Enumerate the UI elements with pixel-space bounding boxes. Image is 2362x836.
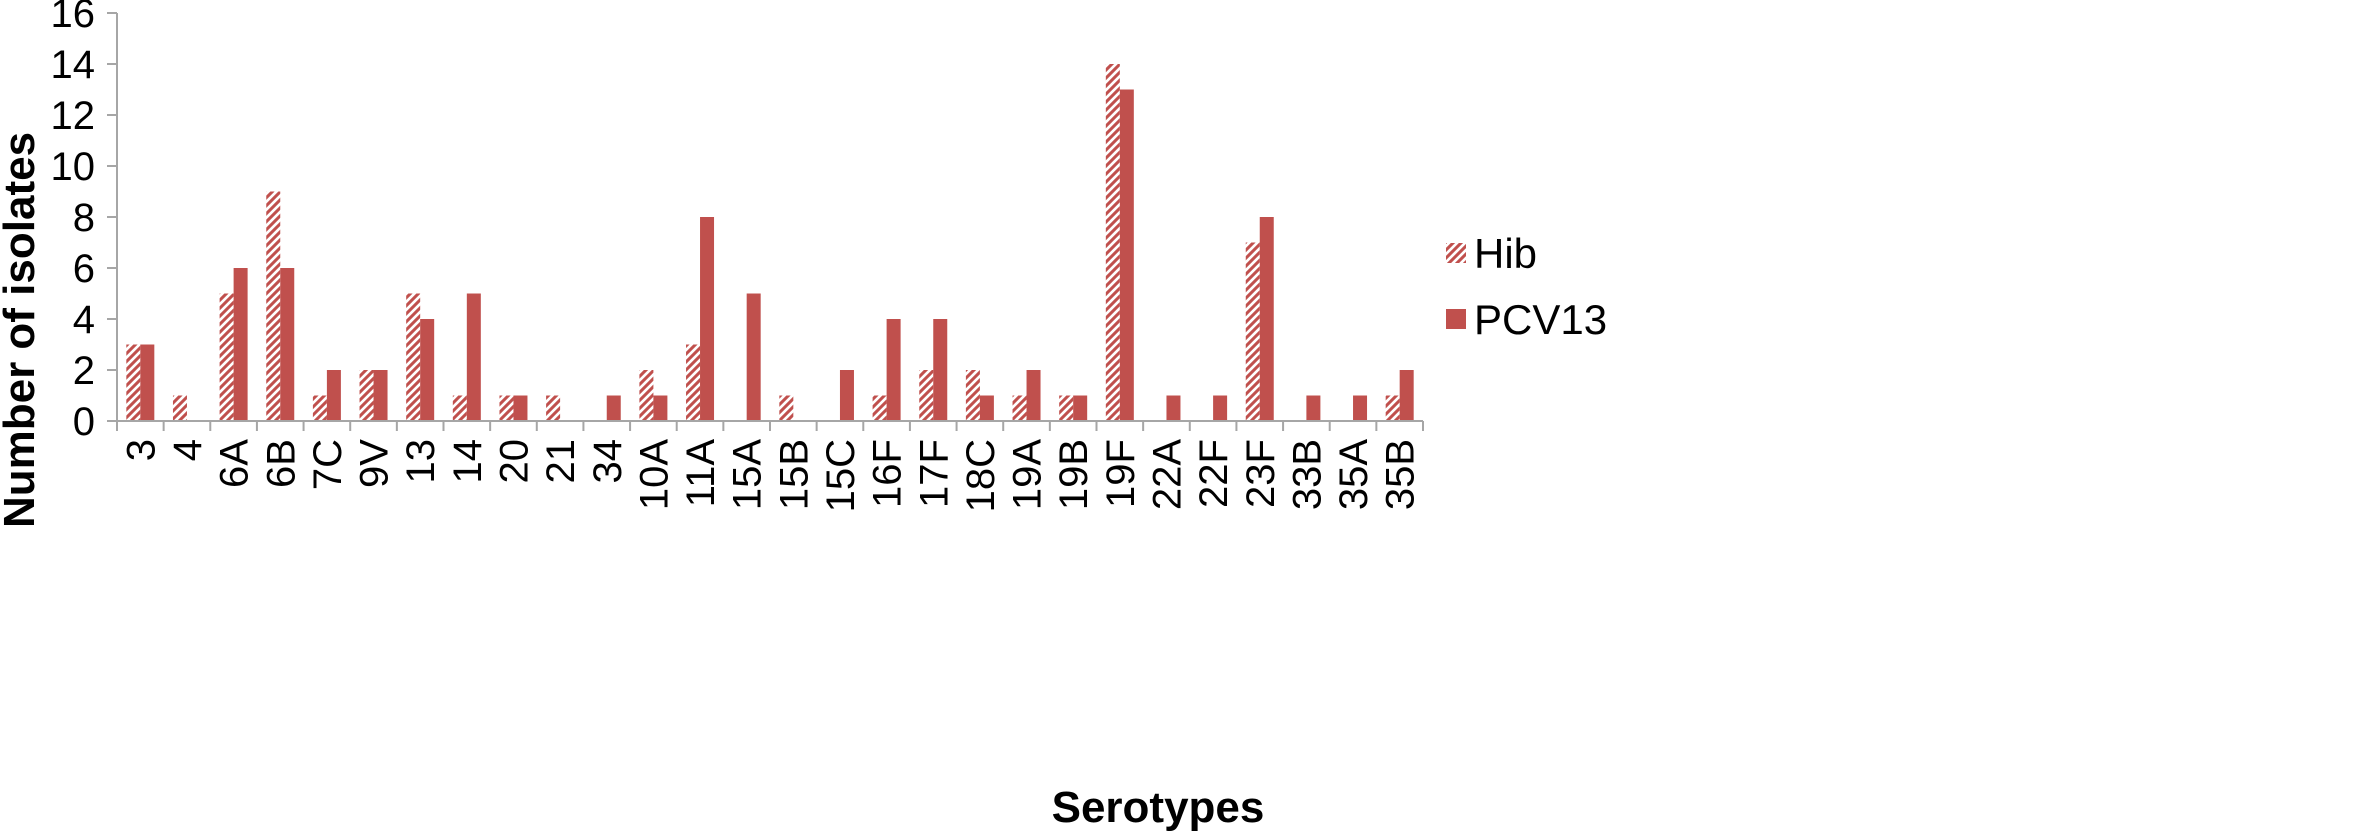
bar-hib-19b bbox=[1059, 395, 1074, 421]
x-tick-label: 4 bbox=[166, 439, 210, 461]
bar-hib-13 bbox=[406, 293, 421, 421]
x-tick-label: 17F bbox=[912, 439, 956, 508]
x-tick-label: 9V bbox=[353, 439, 397, 488]
legend-label-pcv13: PCV13 bbox=[1474, 296, 1607, 343]
bar-hib-19f bbox=[1105, 64, 1120, 421]
x-tick-label: 7C bbox=[306, 439, 350, 490]
bar-hib-21 bbox=[546, 395, 561, 421]
y-tick-label: 8 bbox=[73, 196, 95, 240]
bar-hib-16f bbox=[872, 395, 887, 421]
x-tick-label: 19F bbox=[1099, 439, 1143, 508]
x-tick-label: 15B bbox=[772, 439, 816, 510]
bar-pcv13-18c bbox=[979, 395, 994, 421]
x-tick-label: 19A bbox=[1006, 439, 1050, 510]
bar-pcv13-19f bbox=[1119, 89, 1134, 421]
bar-hib-15b bbox=[779, 395, 794, 421]
bar-pcv13-22a bbox=[1166, 395, 1181, 421]
x-tick-label: 33B bbox=[1285, 439, 1329, 510]
y-axis-title: Number of isolates bbox=[0, 132, 44, 528]
bar-hib-17f bbox=[919, 370, 934, 421]
bar-hib-14 bbox=[452, 395, 467, 421]
bar-pcv13-34 bbox=[606, 395, 621, 421]
bar-pcv13-14 bbox=[466, 293, 481, 421]
x-tick-label: 11A bbox=[679, 439, 723, 508]
x-tick-label: 23F bbox=[1239, 439, 1283, 508]
bar-hib-7c bbox=[312, 395, 327, 421]
bar-hib-6b bbox=[266, 191, 281, 421]
x-tick-label: 15A bbox=[726, 439, 770, 510]
bar-pcv13-3 bbox=[140, 344, 155, 421]
x-tick-label: 16F bbox=[866, 439, 910, 508]
bar-hib-9v bbox=[359, 370, 374, 421]
x-tick-label: 35B bbox=[1379, 439, 1423, 510]
bar-pcv13-16f bbox=[886, 319, 901, 421]
x-axis-title: Serotypes bbox=[1052, 783, 1265, 832]
bar-hib-35b bbox=[1385, 395, 1400, 421]
legend: Hib PCV13 bbox=[1446, 230, 1607, 343]
bar-hib-3 bbox=[126, 344, 141, 421]
x-tick-label: 22A bbox=[1145, 439, 1189, 510]
y-tick-label: 6 bbox=[73, 247, 95, 291]
x-tick-label: 19B bbox=[1052, 439, 1096, 510]
y-tick-label: 14 bbox=[51, 43, 96, 87]
bar-pcv13-6b bbox=[280, 268, 295, 421]
bar-pcv13-20 bbox=[513, 395, 528, 421]
y-tick-label: 12 bbox=[51, 94, 96, 138]
bar-hib-18c bbox=[965, 370, 980, 421]
bar-pcv13-10a bbox=[653, 395, 668, 421]
y-tick-label: 2 bbox=[73, 349, 95, 393]
bar-pcv13-11a bbox=[700, 217, 715, 421]
bar-hib-4 bbox=[172, 395, 187, 421]
bar-pcv13-19b bbox=[1073, 395, 1088, 421]
bar-pcv13-15a bbox=[746, 293, 761, 421]
bar-hib-19a bbox=[1012, 395, 1027, 421]
bar-pcv13-13 bbox=[420, 319, 435, 421]
y-tick-label: 16 bbox=[51, 0, 96, 36]
x-tick-label: 3 bbox=[119, 439, 163, 461]
bar-pcv13-23f bbox=[1259, 217, 1274, 421]
bar-pcv13-33b bbox=[1306, 395, 1321, 421]
bar-hib-20 bbox=[499, 395, 514, 421]
x-tick-label: 35A bbox=[1332, 439, 1376, 510]
bar-pcv13-6a bbox=[233, 268, 248, 421]
bar-hib-23f bbox=[1245, 242, 1260, 421]
x-tick-label: 14 bbox=[446, 439, 490, 484]
y-tick-label: 4 bbox=[73, 298, 95, 342]
bar-pcv13-19a bbox=[1026, 370, 1041, 421]
x-tick-label: 10A bbox=[632, 439, 676, 510]
x-tick-label: 22F bbox=[1192, 439, 1236, 508]
x-tick-label: 18C bbox=[959, 439, 1003, 512]
x-tick-label: 20 bbox=[492, 439, 536, 484]
x-tick-label: 13 bbox=[399, 439, 443, 484]
bar-pcv13-7c bbox=[326, 370, 341, 421]
bar-hib-10a bbox=[639, 370, 654, 421]
legend-swatch-hib bbox=[1446, 243, 1466, 263]
bar-hib-6a bbox=[219, 293, 234, 421]
x-tick-label: 15C bbox=[819, 439, 863, 512]
y-tick-label: 10 bbox=[51, 145, 96, 189]
x-tick-label: 34 bbox=[586, 439, 630, 484]
bar-pcv13-35a bbox=[1353, 395, 1368, 421]
bar-pcv13-17f bbox=[933, 319, 948, 421]
bar-pcv13-9v bbox=[373, 370, 388, 421]
bar-hib-11a bbox=[686, 344, 701, 421]
x-tick-label: 21 bbox=[539, 439, 583, 484]
x-tick-label: 6B bbox=[259, 439, 303, 488]
bar-pcv13-22f bbox=[1213, 395, 1228, 421]
bar-pcv13-15c bbox=[839, 370, 854, 421]
bar-pcv13-35b bbox=[1399, 370, 1414, 421]
x-tick-label: 6A bbox=[213, 439, 257, 488]
y-tick-label: 0 bbox=[73, 400, 95, 444]
legend-label-hib: Hib bbox=[1474, 230, 1537, 277]
legend-swatch-pcv13 bbox=[1446, 309, 1466, 329]
